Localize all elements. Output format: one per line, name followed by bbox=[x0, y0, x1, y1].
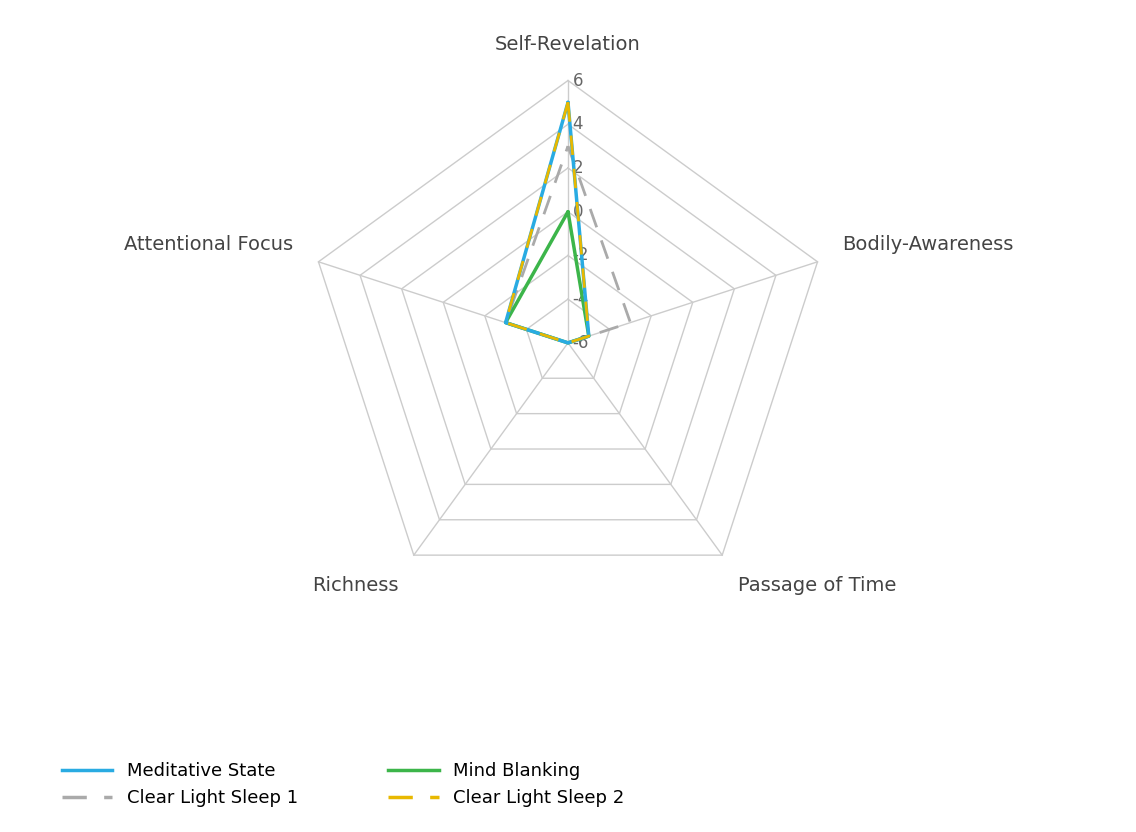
Text: 0: 0 bbox=[573, 203, 583, 220]
Text: 4: 4 bbox=[573, 116, 583, 133]
Text: Bodily-Awareness: Bodily-Awareness bbox=[843, 235, 1013, 254]
Text: 2: 2 bbox=[573, 159, 584, 177]
Text: -4: -4 bbox=[573, 290, 590, 308]
Legend: Meditative State, Clear Light Sleep 1, Mind Blanking, Clear Light Sleep 2: Meditative State, Clear Light Sleep 1, M… bbox=[55, 755, 632, 815]
Text: Passage of Time: Passage of Time bbox=[737, 577, 896, 596]
Text: 6: 6 bbox=[573, 72, 583, 90]
Text: Self-Revelation: Self-Revelation bbox=[495, 35, 641, 54]
Text: -6: -6 bbox=[573, 334, 590, 352]
Text: Attentional Focus: Attentional Focus bbox=[124, 235, 293, 254]
Text: Richness: Richness bbox=[312, 577, 399, 596]
Text: -2: -2 bbox=[573, 246, 590, 265]
